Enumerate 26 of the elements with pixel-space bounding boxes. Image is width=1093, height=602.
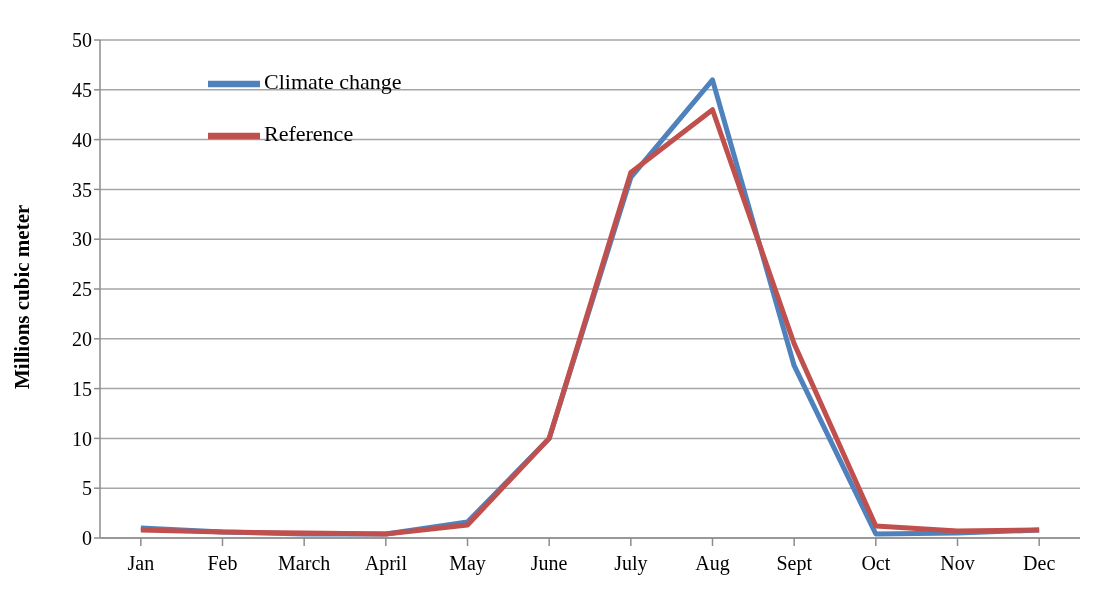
y-tick-label: 0 [82, 527, 92, 550]
y-tick-label: 20 [72, 327, 92, 350]
y-tick-label: 15 [72, 377, 92, 400]
y-tick-label: 25 [72, 278, 92, 301]
y-tick-label: 5 [82, 477, 92, 500]
y-tick-label: 10 [72, 427, 92, 450]
x-tick-label: June [530, 552, 568, 575]
x-tick-label: Dec [1023, 552, 1056, 575]
x-tick-label: Aug [695, 552, 730, 576]
x-tick-label: March [278, 552, 331, 575]
y-axis-title: Millions cubic meter [10, 204, 35, 389]
x-tick-label: April [364, 552, 408, 576]
y-tick-label: 30 [72, 228, 92, 251]
legend-label: Reference [264, 121, 354, 147]
x-tick-label: Sept [776, 552, 813, 576]
x-tick-label: Feb [207, 552, 238, 575]
x-tick-label: Oct [861, 552, 891, 575]
y-tick-label: 35 [72, 178, 92, 201]
x-tick-label: July [614, 552, 648, 576]
y-tick-label: 50 [72, 29, 92, 52]
x-tick-label: Jan [127, 552, 155, 575]
x-tick-label: Nov [940, 552, 975, 575]
x-tick-label: May [449, 552, 486, 576]
legend-label: Climate change [264, 69, 402, 95]
y-tick-label: 40 [72, 128, 92, 151]
y-tick-label: 45 [72, 78, 92, 101]
